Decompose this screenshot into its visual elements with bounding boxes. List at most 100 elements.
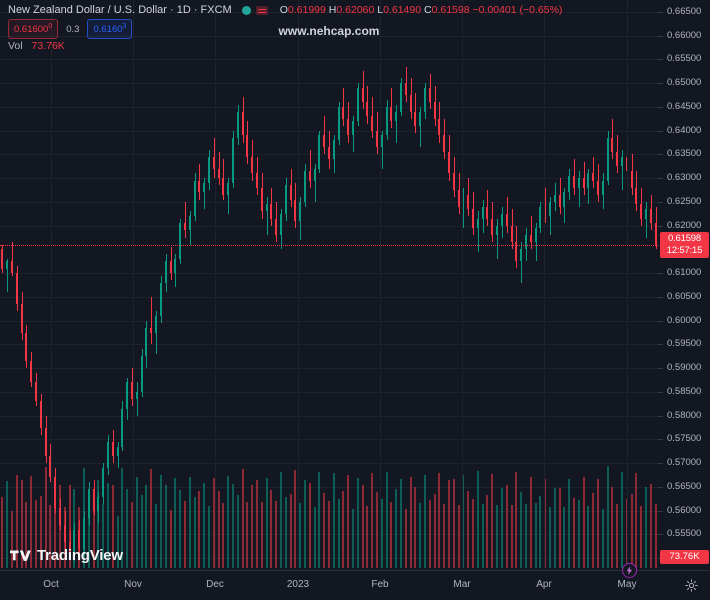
tradingview-logo[interactable]: TradingView xyxy=(10,547,123,564)
candle-body xyxy=(78,529,80,549)
volume-bar xyxy=(400,478,402,568)
time-axis-tick: Mar xyxy=(453,579,471,590)
candle-wick xyxy=(497,218,498,259)
volume-bar xyxy=(294,470,296,568)
volume-bar xyxy=(448,480,450,568)
candle-body xyxy=(69,541,71,553)
volume-bar xyxy=(438,472,440,568)
volume-bar xyxy=(333,473,335,568)
candle-body xyxy=(222,178,224,195)
price-axis-tick: 0.56000 xyxy=(658,505,710,517)
bid-sup: 0 xyxy=(48,23,53,31)
volume-bar xyxy=(434,494,436,568)
price-axis-tick: 0.62000 xyxy=(658,220,710,232)
candle-body xyxy=(40,401,42,428)
volume-bar xyxy=(280,471,282,568)
current-price-badge[interactable]: 0.61598 12:57:15 xyxy=(660,231,709,258)
price-axis[interactable]: 0.66500 0.66000 0.65500 0.65000 0.64500 0.640… xyxy=(658,0,710,570)
volume-bar xyxy=(117,515,119,568)
volume-bar xyxy=(563,507,565,568)
volume-bar xyxy=(482,504,484,568)
volume-bar xyxy=(501,488,503,568)
volume-bar xyxy=(121,467,123,568)
low-label: L xyxy=(377,4,384,16)
volume-bar xyxy=(318,472,320,568)
candle-wick xyxy=(315,163,316,202)
candle-body xyxy=(486,206,488,219)
candle-body xyxy=(405,83,407,95)
volume-bar xyxy=(486,495,488,568)
candle-wick xyxy=(550,197,551,236)
candle-wick xyxy=(137,382,138,416)
volume-bar xyxy=(93,496,95,568)
candle-body xyxy=(189,216,191,231)
volume-bar xyxy=(194,496,196,568)
volume-bar xyxy=(655,503,657,568)
candle-body xyxy=(333,140,335,160)
candle-body xyxy=(650,209,652,224)
candle-body xyxy=(83,517,85,549)
symbol-title[interactable]: New Zealand Dollar / U.S. Dollar · 1D · … xyxy=(8,4,232,16)
candle-body xyxy=(434,102,436,119)
volume-bar xyxy=(357,477,359,568)
volume-bar xyxy=(472,499,474,568)
candle-body xyxy=(357,87,359,122)
candle-body xyxy=(530,235,532,243)
spread-value: 0.3 xyxy=(66,23,80,35)
candle-body xyxy=(184,223,186,231)
price-axis-tick: 0.57500 xyxy=(658,433,710,445)
volume-bar xyxy=(597,479,599,568)
grid-line-horizontal xyxy=(0,273,658,275)
volume-bar xyxy=(511,504,513,568)
candle-body xyxy=(174,258,176,274)
candle-body xyxy=(97,497,99,511)
ask-pill[interactable]: 0.61603 xyxy=(87,19,133,39)
candle-body xyxy=(640,204,642,219)
candle-wick xyxy=(310,149,311,188)
candle-body xyxy=(145,327,147,357)
bid-pill[interactable]: 0.616000 xyxy=(8,19,59,39)
volume-bar xyxy=(179,489,181,568)
low-value: 0.61490 xyxy=(383,4,422,16)
candle-body xyxy=(54,477,56,509)
time-axis[interactable]: Oct Nov Dec 2023 Feb Mar Apr May xyxy=(0,570,710,600)
candle-wick xyxy=(151,296,152,345)
candle-body xyxy=(539,206,541,228)
candle-body xyxy=(352,121,354,136)
time-axis-tick: Oct xyxy=(43,579,59,590)
eye-icon[interactable] xyxy=(241,5,251,15)
grid-line-horizontal xyxy=(0,106,658,108)
candle-body xyxy=(525,235,527,250)
candle-body xyxy=(232,137,234,183)
legend-quote-row: 0.616000 0.3 0.61603 xyxy=(8,19,562,39)
grid-line-horizontal xyxy=(0,415,658,417)
candle-body xyxy=(645,209,647,219)
candle-wick xyxy=(579,171,580,207)
grid-line-horizontal xyxy=(0,201,658,203)
volume-bar xyxy=(530,476,532,568)
grid-line-horizontal xyxy=(0,439,658,441)
volume-label[interactable]: Vol xyxy=(8,40,23,52)
settings-gear-icon[interactable] xyxy=(685,579,698,592)
menu-icon[interactable] xyxy=(255,5,268,15)
volume-badge[interactable]: 73.76K xyxy=(660,550,709,564)
grid-line-horizontal xyxy=(0,296,658,298)
volume-bar xyxy=(184,501,186,568)
candle-body xyxy=(208,156,210,183)
volume-bar xyxy=(583,477,585,568)
candle-body xyxy=(131,382,133,399)
grid-line-vertical xyxy=(133,0,134,570)
replay-lightning-icon[interactable] xyxy=(622,563,637,578)
candle-body xyxy=(611,137,613,152)
candle-body xyxy=(376,130,378,148)
chart-plot-area[interactable] xyxy=(0,0,658,570)
volume-bar xyxy=(419,502,421,568)
candle-body xyxy=(93,489,95,511)
volume-bar xyxy=(49,504,51,568)
candle-body xyxy=(49,456,51,478)
volume-bar xyxy=(30,475,32,568)
volume-bar xyxy=(549,507,551,568)
volume-bar xyxy=(453,479,455,568)
candle-body xyxy=(607,137,609,181)
volume-bar xyxy=(366,505,368,568)
